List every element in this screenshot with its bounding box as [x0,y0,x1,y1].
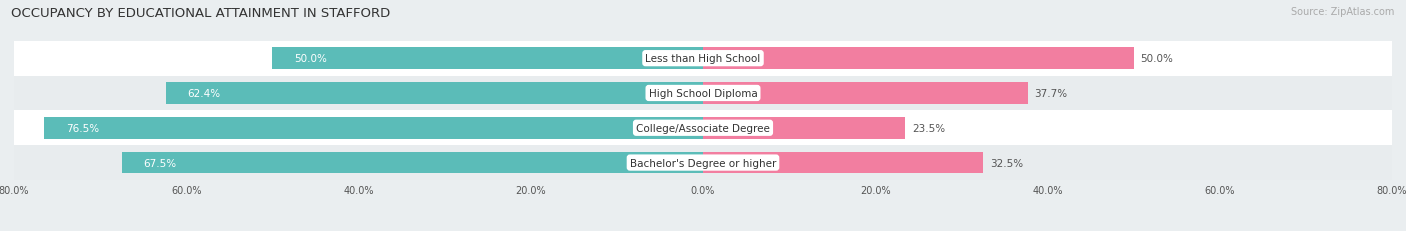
Text: Bachelor's Degree or higher: Bachelor's Degree or higher [630,158,776,168]
Text: High School Diploma: High School Diploma [648,88,758,99]
Bar [14,42,1392,76]
Bar [14,76,1392,111]
Bar [14,111,1392,146]
Text: 32.5%: 32.5% [990,158,1024,168]
Bar [44,118,703,139]
Text: 37.7%: 37.7% [1035,88,1067,99]
Bar [166,83,703,104]
Text: 62.4%: 62.4% [187,88,221,99]
Text: Less than High School: Less than High School [645,54,761,64]
Text: Source: ZipAtlas.com: Source: ZipAtlas.com [1291,7,1395,17]
Text: OCCUPANCY BY EDUCATIONAL ATTAINMENT IN STAFFORD: OCCUPANCY BY EDUCATIONAL ATTAINMENT IN S… [11,7,391,20]
Bar [273,48,703,70]
Text: 67.5%: 67.5% [143,158,176,168]
Text: 76.5%: 76.5% [66,123,98,133]
Text: College/Associate Degree: College/Associate Degree [636,123,770,133]
Text: 50.0%: 50.0% [1140,54,1174,64]
Bar [703,48,1133,70]
Text: 50.0%: 50.0% [294,54,326,64]
Bar [703,152,983,174]
Text: 23.5%: 23.5% [912,123,945,133]
Bar [703,118,905,139]
Bar [122,152,703,174]
Bar [703,83,1028,104]
Bar [14,146,1392,180]
